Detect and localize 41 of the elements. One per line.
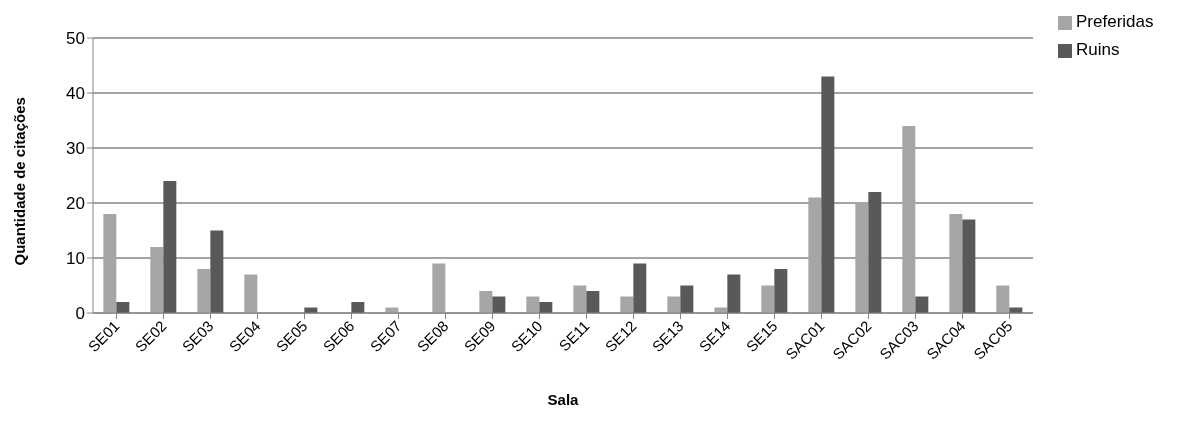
bar	[573, 285, 587, 313]
bar	[774, 269, 788, 313]
legend-label: Ruins	[1076, 40, 1120, 59]
bar	[633, 263, 647, 313]
bar	[492, 296, 506, 313]
bar	[808, 197, 822, 313]
y-tick-label: 30	[66, 139, 85, 159]
y-tick-label: 10	[66, 249, 85, 269]
y-tick-label: 50	[66, 29, 85, 49]
y-tick-label: 40	[66, 84, 85, 104]
bar	[526, 296, 540, 313]
bar	[680, 285, 694, 313]
bar	[949, 214, 963, 313]
bar	[821, 76, 835, 313]
bar	[351, 302, 365, 313]
bar	[163, 181, 177, 313]
bar	[539, 302, 553, 313]
legend-label: Preferidas	[1076, 12, 1154, 31]
bar	[667, 296, 681, 313]
y-axis-title: Quantidade de citações	[11, 97, 29, 266]
bar	[210, 230, 224, 313]
bar	[902, 126, 916, 313]
bar	[868, 192, 882, 313]
bar	[479, 291, 493, 313]
bar	[103, 214, 117, 313]
bar	[620, 296, 634, 313]
bar	[586, 291, 600, 313]
bar	[432, 263, 446, 313]
bar	[761, 285, 775, 313]
bar	[116, 302, 130, 313]
bar	[996, 285, 1010, 313]
bar	[727, 274, 741, 313]
bar	[962, 219, 976, 313]
y-tick-label: 0	[75, 304, 85, 324]
bar	[150, 247, 164, 313]
y-tick-label: 20	[66, 194, 85, 214]
bar	[197, 269, 211, 313]
bar	[244, 274, 258, 313]
bar	[855, 203, 869, 313]
x-axis-title: Sala	[547, 391, 580, 408]
bar	[915, 296, 929, 313]
